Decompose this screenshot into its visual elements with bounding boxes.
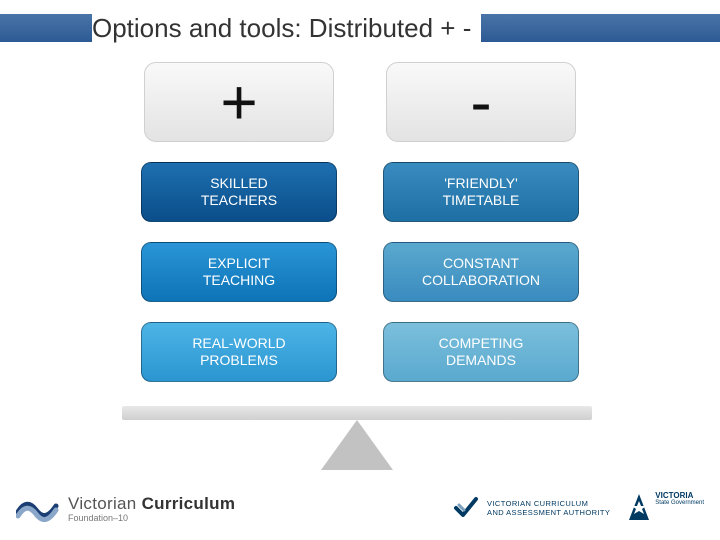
- pill-friendly-timetable: 'FRIENDLY'TIMETABLE: [383, 162, 579, 222]
- page-title: Options and tools: Distributed + -: [92, 13, 481, 44]
- pill-competing-demands: COMPETINGDEMANDS: [383, 322, 579, 382]
- pill-label: 'FRIENDLY'TIMETABLE: [443, 175, 520, 210]
- pill-label: SKILLEDTEACHERS: [201, 175, 277, 210]
- victoria-label-sub: State Government: [655, 500, 704, 506]
- columns-container: + SKILLEDTEACHERS EXPLICITTEACHING REAL-…: [0, 62, 720, 382]
- plus-symbol-box: +: [144, 62, 334, 142]
- vc-wave-icon: [16, 496, 60, 522]
- vcaa-text: VICTORIAN CURRICULUM AND ASSESSMENT AUTH…: [487, 500, 610, 517]
- pill-constant-collaboration: CONSTANTCOLLABORATION: [383, 242, 579, 302]
- pill-label: EXPLICITTEACHING: [203, 255, 275, 290]
- vc-logo-text-bold: Curriculum: [142, 494, 236, 513]
- pill-label: COMPETINGDEMANDS: [439, 335, 524, 370]
- balance-fulcrum: [321, 420, 393, 470]
- pill-explicit-teaching: EXPLICITTEACHING: [141, 242, 337, 302]
- plus-icon: +: [220, 65, 257, 139]
- victoria-label: VICTORIA State Government: [655, 492, 704, 507]
- positive-column: + SKILLEDTEACHERS EXPLICITTEACHING REAL-…: [141, 62, 337, 382]
- vcaa-checkmark-icon: [453, 494, 479, 525]
- vcaa-line2: AND ASSESSMENT AUTHORITY: [487, 508, 610, 517]
- victoria-label-main: VICTORIA: [655, 491, 693, 500]
- vc-logo-sub: Foundation–10: [68, 514, 235, 523]
- pill-label: REAL-WORLDPROBLEMS: [192, 335, 285, 370]
- footer: Victorian Curriculum Foundation–10 VICTO…: [0, 484, 720, 540]
- pill-label: CONSTANTCOLLABORATION: [422, 255, 540, 290]
- victoria-triangle-icon: [628, 492, 650, 527]
- vcaa-logo: VICTORIAN CURRICULUM AND ASSESSMENT AUTH…: [453, 494, 610, 525]
- pill-skilled-teachers: SKILLEDTEACHERS: [141, 162, 337, 222]
- minus-icon: -: [470, 65, 491, 139]
- balance-beam: [122, 406, 592, 420]
- negative-column: - 'FRIENDLY'TIMETABLE CONSTANTCOLLABORAT…: [383, 62, 579, 382]
- pill-real-world-problems: REAL-WORLDPROBLEMS: [141, 322, 337, 382]
- vc-logo-text-light: Victorian: [68, 494, 142, 513]
- minus-symbol-box: -: [386, 62, 576, 142]
- vc-logo-text: Victorian Curriculum Foundation–10: [68, 495, 235, 523]
- title-bar: Options and tools: Distributed + -: [0, 10, 720, 46]
- victoria-state-gov-logo: VICTORIA State Government: [628, 492, 704, 527]
- right-logo-group: VICTORIAN CURRICULUM AND ASSESSMENT AUTH…: [453, 492, 704, 527]
- victorian-curriculum-logo: Victorian Curriculum Foundation–10: [16, 495, 235, 523]
